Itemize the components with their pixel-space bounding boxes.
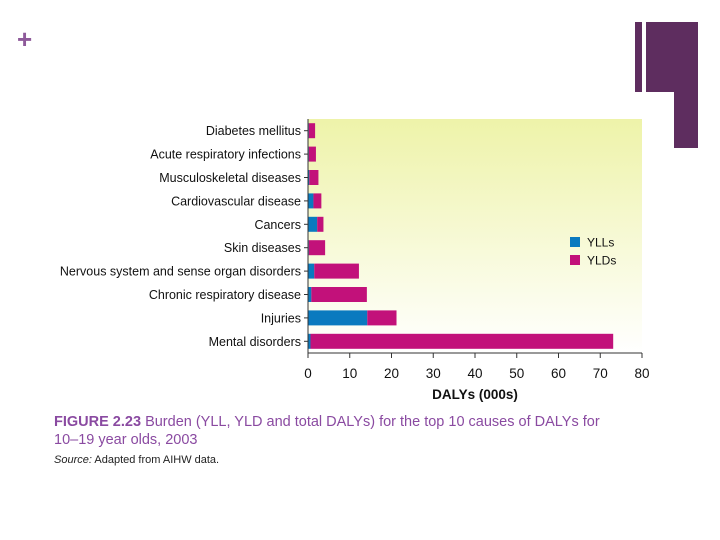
bar-ylds-1 xyxy=(308,146,316,162)
plus-icon: + xyxy=(17,24,33,54)
category-label: Injuries xyxy=(261,311,301,325)
bar-ylls-6 xyxy=(308,263,315,279)
bar-ylds-3 xyxy=(313,193,322,209)
x-tick-label: 10 xyxy=(342,366,357,381)
category-label: Acute respiratory infections xyxy=(150,148,301,162)
x-axis-label: DALYs (000s) xyxy=(432,387,518,402)
bars-group xyxy=(308,123,614,349)
bar-ylls-7 xyxy=(308,287,312,302)
bar-ylds-9 xyxy=(310,333,614,349)
decorative-bar-thin xyxy=(635,22,642,92)
figure-source: Source: Adapted from AIHW data. xyxy=(54,454,219,466)
x-tick-label: 40 xyxy=(467,366,482,381)
bar-ylls-3 xyxy=(308,193,314,209)
bar-ylds-5 xyxy=(308,240,326,256)
bar-ylds-6 xyxy=(314,263,359,279)
legend-label-ylls: YLLs xyxy=(587,236,614,250)
source-text: Adapted from AIHW data. xyxy=(94,454,220,466)
x-tick-label: 60 xyxy=(551,366,566,381)
x-tick-label: 80 xyxy=(634,366,649,381)
bar-ylls-2 xyxy=(308,170,310,185)
category-label: Nervous system and sense organ disorders xyxy=(60,265,301,279)
figure-caption: FIGURE 2.23 Burden (YLL, YLD and total D… xyxy=(54,413,614,449)
category-label: Diabetes mellitus xyxy=(206,124,301,138)
x-tick-label: 20 xyxy=(384,366,399,381)
figure-label: FIGURE 2.23 xyxy=(54,414,142,430)
bar-ylds-8 xyxy=(367,310,397,326)
category-label: Chronic respiratory disease xyxy=(149,288,301,302)
daly-bar-chart: Diabetes mellitus Acute respiratory infec… xyxy=(60,119,650,402)
category-label: Skin diseases xyxy=(224,241,301,255)
legend-swatch-ylls xyxy=(570,237,580,247)
bar-ylds-2 xyxy=(309,170,319,185)
category-label: Mental disorders xyxy=(209,335,301,349)
decorative-block-tail xyxy=(674,92,698,148)
figure-caption-text: Burden (YLL, YLD and total DALYs) for th… xyxy=(54,414,600,448)
axes-group: Diabetes mellitus Acute respiratory infec… xyxy=(60,119,650,402)
legend-swatch-ylds xyxy=(570,255,580,265)
decorative-block xyxy=(646,22,698,92)
bar-ylds-4 xyxy=(317,216,324,232)
bar-ylls-8 xyxy=(308,310,368,326)
bar-ylds-0 xyxy=(308,123,316,139)
legend: YLLs YLDs xyxy=(570,236,616,268)
x-tick-label: 0 xyxy=(304,366,312,381)
bar-ylls-4 xyxy=(308,216,318,232)
bar-ylls-9 xyxy=(308,333,311,349)
x-tick-label: 30 xyxy=(426,366,441,381)
category-label: Musculoskeletal diseases xyxy=(159,171,301,185)
bar-ylds-7 xyxy=(311,287,367,302)
category-label: Cancers xyxy=(254,218,301,232)
x-tick-label: 70 xyxy=(593,366,608,381)
category-label: Cardiovascular disease xyxy=(171,194,301,208)
x-tick-label: 50 xyxy=(509,366,524,381)
legend-label-ylds: YLDs xyxy=(587,254,616,268)
source-label: Source: xyxy=(54,454,92,466)
